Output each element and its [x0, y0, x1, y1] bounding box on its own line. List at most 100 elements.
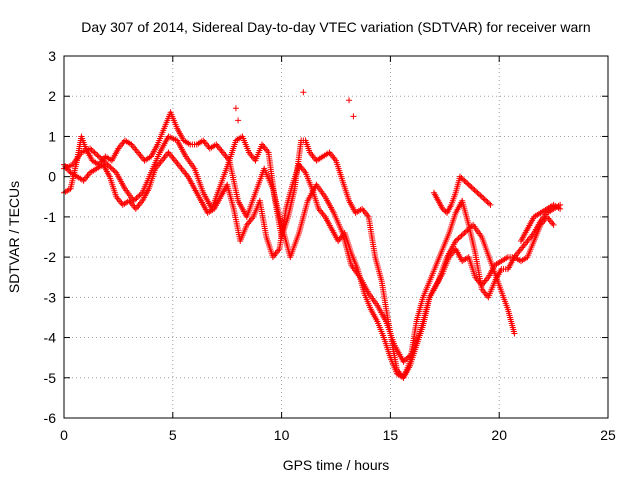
trail-marker [264, 147, 271, 154]
trail-marker [65, 186, 72, 193]
x-axis-label: GPS time / hours [283, 457, 390, 473]
x-tick-label: 0 [60, 427, 68, 443]
trail-marker [391, 340, 398, 347]
x-tick-label: 25 [600, 427, 616, 443]
trail-marker [251, 191, 258, 198]
trail-marker [406, 353, 413, 360]
trail-marker [97, 154, 104, 161]
trail-marker [496, 259, 503, 266]
trail-marker [216, 183, 223, 190]
trail-marker [434, 280, 441, 287]
trail-marker [451, 239, 458, 246]
trail-marker [347, 260, 354, 267]
trail-marker [232, 139, 239, 146]
trail-marker [105, 171, 112, 178]
axis-ticks: 0 5 10 15 20 25 -6 -5 -4 -3 -2 -1 0 1 2 3 [44, 48, 616, 443]
data-points [61, 89, 564, 381]
trail-marker [477, 232, 484, 239]
trail-marker [419, 296, 426, 303]
trail-marker [398, 373, 405, 380]
trail-marker [484, 275, 491, 282]
trail-marker [338, 175, 345, 182]
trail-marker [295, 231, 302, 238]
data-point [465, 181, 472, 188]
data-point [350, 113, 357, 120]
trail-marker [441, 207, 448, 214]
data-point [478, 193, 485, 200]
trail-marker [107, 164, 114, 171]
trail-marker [199, 187, 206, 194]
trail-marker [183, 172, 190, 179]
trail-marker [462, 228, 469, 235]
trail-marker [197, 196, 204, 203]
x-tick-label: 5 [169, 427, 177, 443]
data-point [232, 105, 239, 112]
trail-marker [170, 155, 177, 162]
trail-marker [471, 248, 478, 255]
trail-marker [98, 156, 105, 163]
trail-marker [133, 147, 140, 154]
trail-marker [497, 267, 504, 274]
trail-marker [101, 158, 108, 165]
y-tick-label: -4 [44, 330, 57, 346]
trail-marker [459, 176, 466, 183]
trail-marker [94, 152, 101, 159]
y-tick-label: -1 [44, 209, 57, 225]
trail-marker [464, 227, 471, 234]
trail-marker [331, 155, 338, 162]
trail-marker [112, 191, 119, 198]
y-tick-label: -2 [44, 249, 57, 265]
trail-marker [173, 123, 180, 130]
trail-marker [454, 236, 461, 243]
trail-marker [480, 195, 487, 202]
data-point [470, 185, 477, 192]
trail-marker [455, 235, 462, 242]
trail-marker [198, 138, 205, 145]
trail-marker [110, 166, 117, 173]
trail-marker [438, 248, 445, 255]
trail-marker [371, 251, 378, 258]
trail-marker [426, 296, 433, 303]
data-point [95, 153, 102, 160]
data-point [300, 89, 307, 96]
trail-marker [190, 184, 197, 191]
trail-marker [157, 159, 164, 166]
trail-marker [380, 332, 387, 339]
trail-marker [467, 224, 474, 231]
trail-marker [468, 184, 475, 191]
trail-marker [245, 147, 252, 154]
trail-marker [179, 135, 186, 142]
trail-marker [486, 256, 493, 263]
trail-marker [401, 357, 408, 364]
trail-marker [177, 164, 184, 171]
trail-marker [459, 231, 466, 238]
trail-marker [465, 225, 472, 232]
trail-marker [464, 180, 471, 187]
trail-marker [153, 143, 160, 150]
trail-marker [191, 141, 198, 148]
trail-marker [92, 166, 99, 173]
trail-marker [282, 207, 289, 214]
trail-marker [458, 175, 465, 182]
trail-marker [304, 199, 311, 206]
data-point [346, 97, 353, 104]
trail-marker [484, 199, 491, 206]
trail-marker [94, 160, 101, 167]
trail-marker [434, 196, 441, 203]
x-tick-label: 20 [491, 427, 507, 443]
trail-marker [275, 247, 282, 254]
trail-marker [472, 188, 479, 195]
trail-marker [406, 364, 413, 371]
trail-marker [105, 162, 112, 169]
trail-marker [190, 163, 197, 170]
trail-marker [407, 351, 414, 358]
trail-marker [218, 147, 225, 154]
trail-marker [324, 150, 331, 157]
trail-marker [234, 195, 241, 202]
trail-marker [465, 219, 472, 226]
trail-marker [486, 200, 493, 207]
trail-marker [147, 171, 154, 178]
trail-marker [329, 208, 336, 215]
trail-marker [555, 204, 562, 211]
data-point [461, 177, 468, 184]
